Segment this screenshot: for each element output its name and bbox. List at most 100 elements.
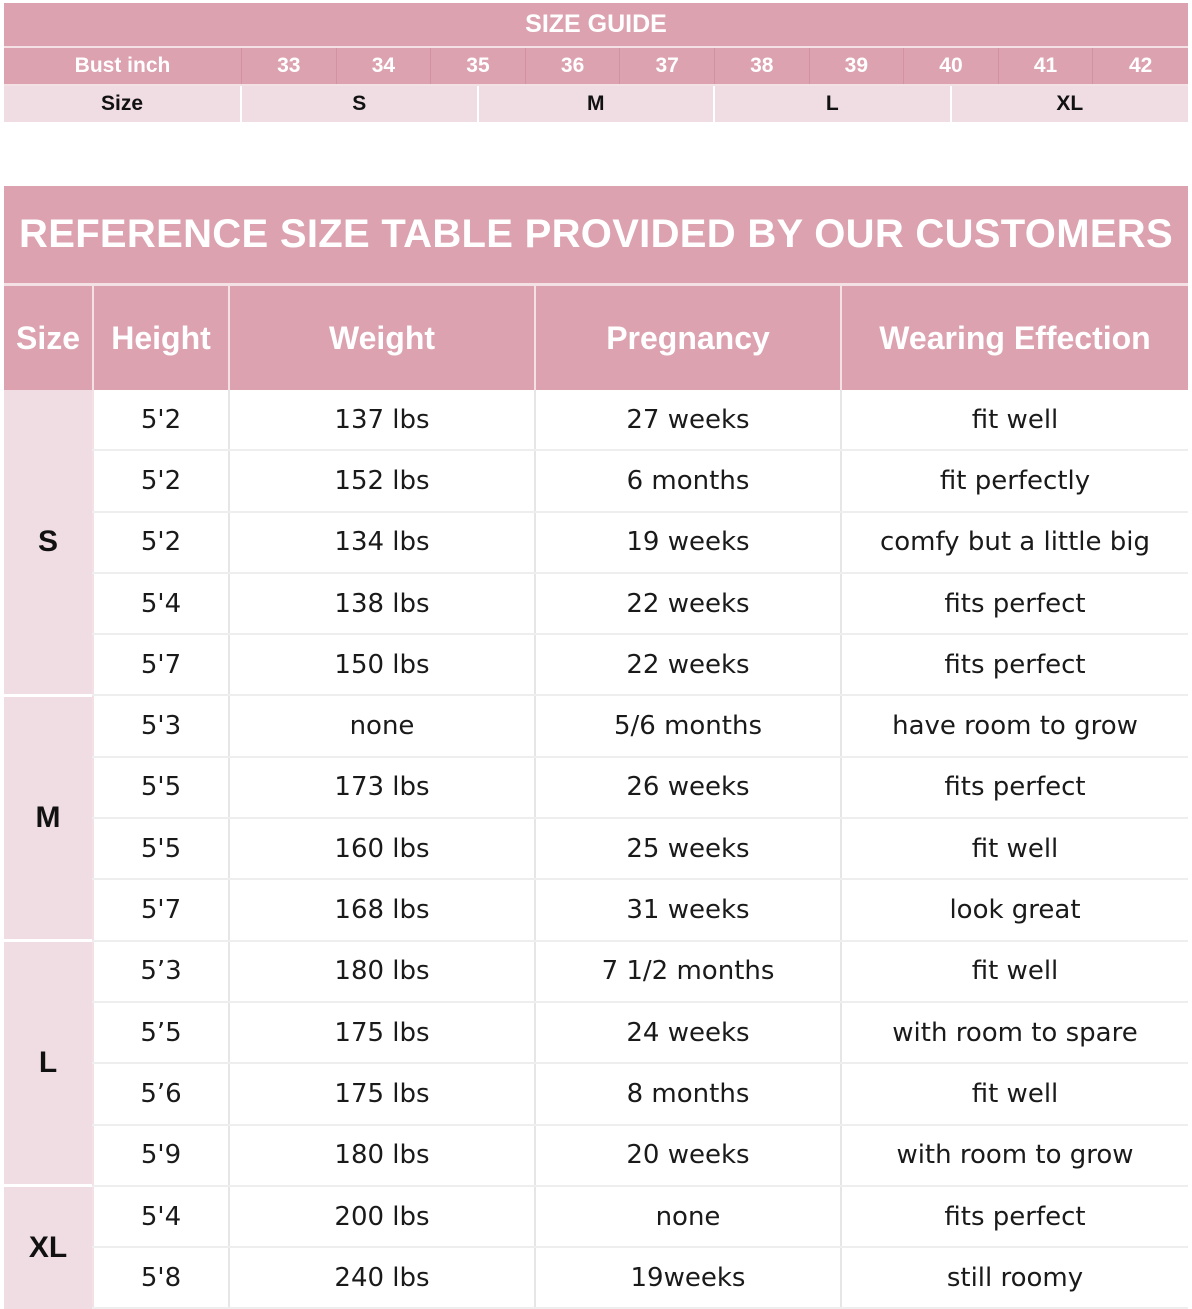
table-row: 5'8 240 lbs 19weeks still roomy [92,1248,1188,1309]
cell-pregnancy: 8 months [536,1064,842,1124]
header-wearing-effection: Wearing Effection [879,319,1151,356]
table-row: 5'2 152 lbs 6 months fit perfectly [92,451,1188,513]
table-row: 5’3 180 lbs 7 1/2 months fit well [92,941,1188,1003]
cell-weight: 137 lbs [230,390,536,450]
cell-height: 5'7 [92,635,230,695]
header-height: Height [94,286,230,390]
bust-value: 38 [715,48,810,84]
cell-height: 5'9 [92,1125,230,1185]
size-guide-table: SIZE GUIDE Bust inch 33 34 35 36 37 38 3… [4,3,1188,122]
cell-wearing-effection: fits perfect [944,772,1086,803]
cell-pregnancy: 5/6 months [536,696,842,756]
table-rows: 5'2 137 lbs 27 weeks fit well 5'2 152 lbs 6 mo… [92,390,1188,1309]
cell-weight: 175 lbs [230,1002,536,1063]
size-group-m: M [4,696,92,942]
size-group-l: L [4,941,92,1187]
size-group-xl: XL [4,1186,92,1309]
bust-value: 42 [1128,54,1153,77]
reference-size-table: REFERENCE SIZE TABLE PROVIDED BY OUR CUS… [4,186,1188,1309]
cell-height: 5'5 [92,819,230,879]
table-row: 5’5 175 lbs 24 weeks with room to spare [92,1002,1188,1065]
bust-value: 37 [620,48,715,84]
cell-pregnancy: 6 months [536,451,842,511]
cell-weight: none [230,696,536,756]
bust-inch-row: Bust inch 33 34 35 36 37 38 39 40 41 42 [4,48,1188,86]
cell-pregnancy: 27 weeks [536,390,842,450]
cell-wearing-effection: fit well [971,1078,1059,1109]
size-s: S [242,86,479,122]
cell-wearing-effection: fit well [971,404,1059,435]
cell-pregnancy: 25 weeks [536,819,842,879]
cell-pregnancy: 22 weeks [536,635,842,695]
cell-weight: 175 lbs [230,1064,536,1124]
cell-wearing-effection: comfy but a little big [879,527,1151,558]
table-body: S M L XL 5'2 137 lbs 27 weeks fit well 5'2 15… [4,390,1188,1309]
cell-pregnancy: 26 weeks [536,757,842,818]
cell-height: 5'8 [92,1248,230,1308]
header-size: Size [4,286,94,390]
cell-wearing-effection: fits perfect [944,649,1086,680]
table-row: 5'5 173 lbs 26 weeks fits perfect [92,757,1188,820]
cell-pregnancy: 7 1/2 months [536,941,842,1001]
cell-height: 5'2 [92,451,230,511]
cell-weight: 180 lbs [230,941,536,1001]
cell-wearing-effection: fit well [971,833,1059,864]
cell-pregnancy: none [536,1186,842,1247]
cell-height: 5'4 [92,573,230,634]
size-l: L [715,86,952,122]
cell-pregnancy: 24 weeks [536,1002,842,1063]
bust-value: 35 [431,48,526,84]
cell-height: 5'4 [92,1186,230,1247]
bust-value: 40 [904,48,999,84]
cell-wearing-effection: fit well [971,956,1059,987]
size-m: M [479,86,715,122]
table-row: 5'5 160 lbs 25 weeks fit well [92,819,1188,881]
cell-pregnancy: 19 weeks [536,512,842,572]
bust-inch-label: Bust inch [4,48,242,84]
bust-value: 39 [810,48,905,84]
table-row: 5'7 150 lbs 22 weeks fits perfect [92,635,1188,697]
table-row: 5'2 134 lbs 19 weeks comfy but a little big [92,512,1188,574]
size-group-s: S [4,390,92,697]
cell-pregnancy: 19weeks [536,1248,842,1308]
cell-height: 5’6 [92,1064,230,1124]
cell-pregnancy: 22 weeks [536,573,842,634]
table-row: 5'4 200 lbs none fits perfect [92,1186,1188,1249]
table-header-row: Size Height Weight Pregnancy Wearing Eff… [4,286,1188,390]
cell-wearing-effection: have room to grow [892,711,1138,742]
table-row: 5'2 137 lbs 27 weeks fit well [92,390,1188,452]
cell-wearing-effection: still roomy [946,1262,1084,1293]
cell-weight: 180 lbs [230,1125,536,1185]
table-row: 5’6 175 lbs 8 months fit well [92,1064,1188,1126]
cell-weight: 160 lbs [230,819,536,879]
cell-wearing-effection: fits perfect [944,588,1086,619]
cell-weight: 173 lbs [230,757,536,818]
cell-height: 5'5 [92,757,230,818]
size-guide-title: SIZE GUIDE [4,3,1188,48]
size-xl: XL [1056,92,1084,115]
header-weight: Weight [230,286,536,390]
cell-pregnancy: 31 weeks [536,880,842,940]
cell-height: 5'7 [92,880,230,940]
cell-height: 5'2 [92,390,230,450]
size-row: Size S M L XL [4,86,1188,122]
bust-value: 41 [999,48,1094,84]
size-label: Size [4,86,242,122]
cell-height: 5’5 [92,1002,230,1063]
bust-value: 33 [242,48,337,84]
cell-height: 5'3 [92,696,230,756]
cell-wearing-effection: with room to grow [896,1140,1134,1171]
cell-height: 5’3 [92,941,230,1001]
bust-value: 34 [337,48,432,84]
table-row: 5'7 168 lbs 31 weeks look great [92,880,1188,942]
reference-table-title: REFERENCE SIZE TABLE PROVIDED BY OUR CUS… [4,186,1188,286]
cell-wearing-effection: with room to spare [892,1017,1138,1048]
cell-weight: 200 lbs [230,1186,536,1247]
size-column: S M L XL [4,390,92,1309]
cell-weight: 152 lbs [230,451,536,511]
cell-wearing-effection: look great [949,895,1081,926]
header-pregnancy: Pregnancy [536,286,842,390]
table-row: 5'4 138 lbs 22 weeks fits perfect [92,573,1188,636]
cell-weight: 138 lbs [230,573,536,634]
cell-weight: 240 lbs [230,1248,536,1308]
